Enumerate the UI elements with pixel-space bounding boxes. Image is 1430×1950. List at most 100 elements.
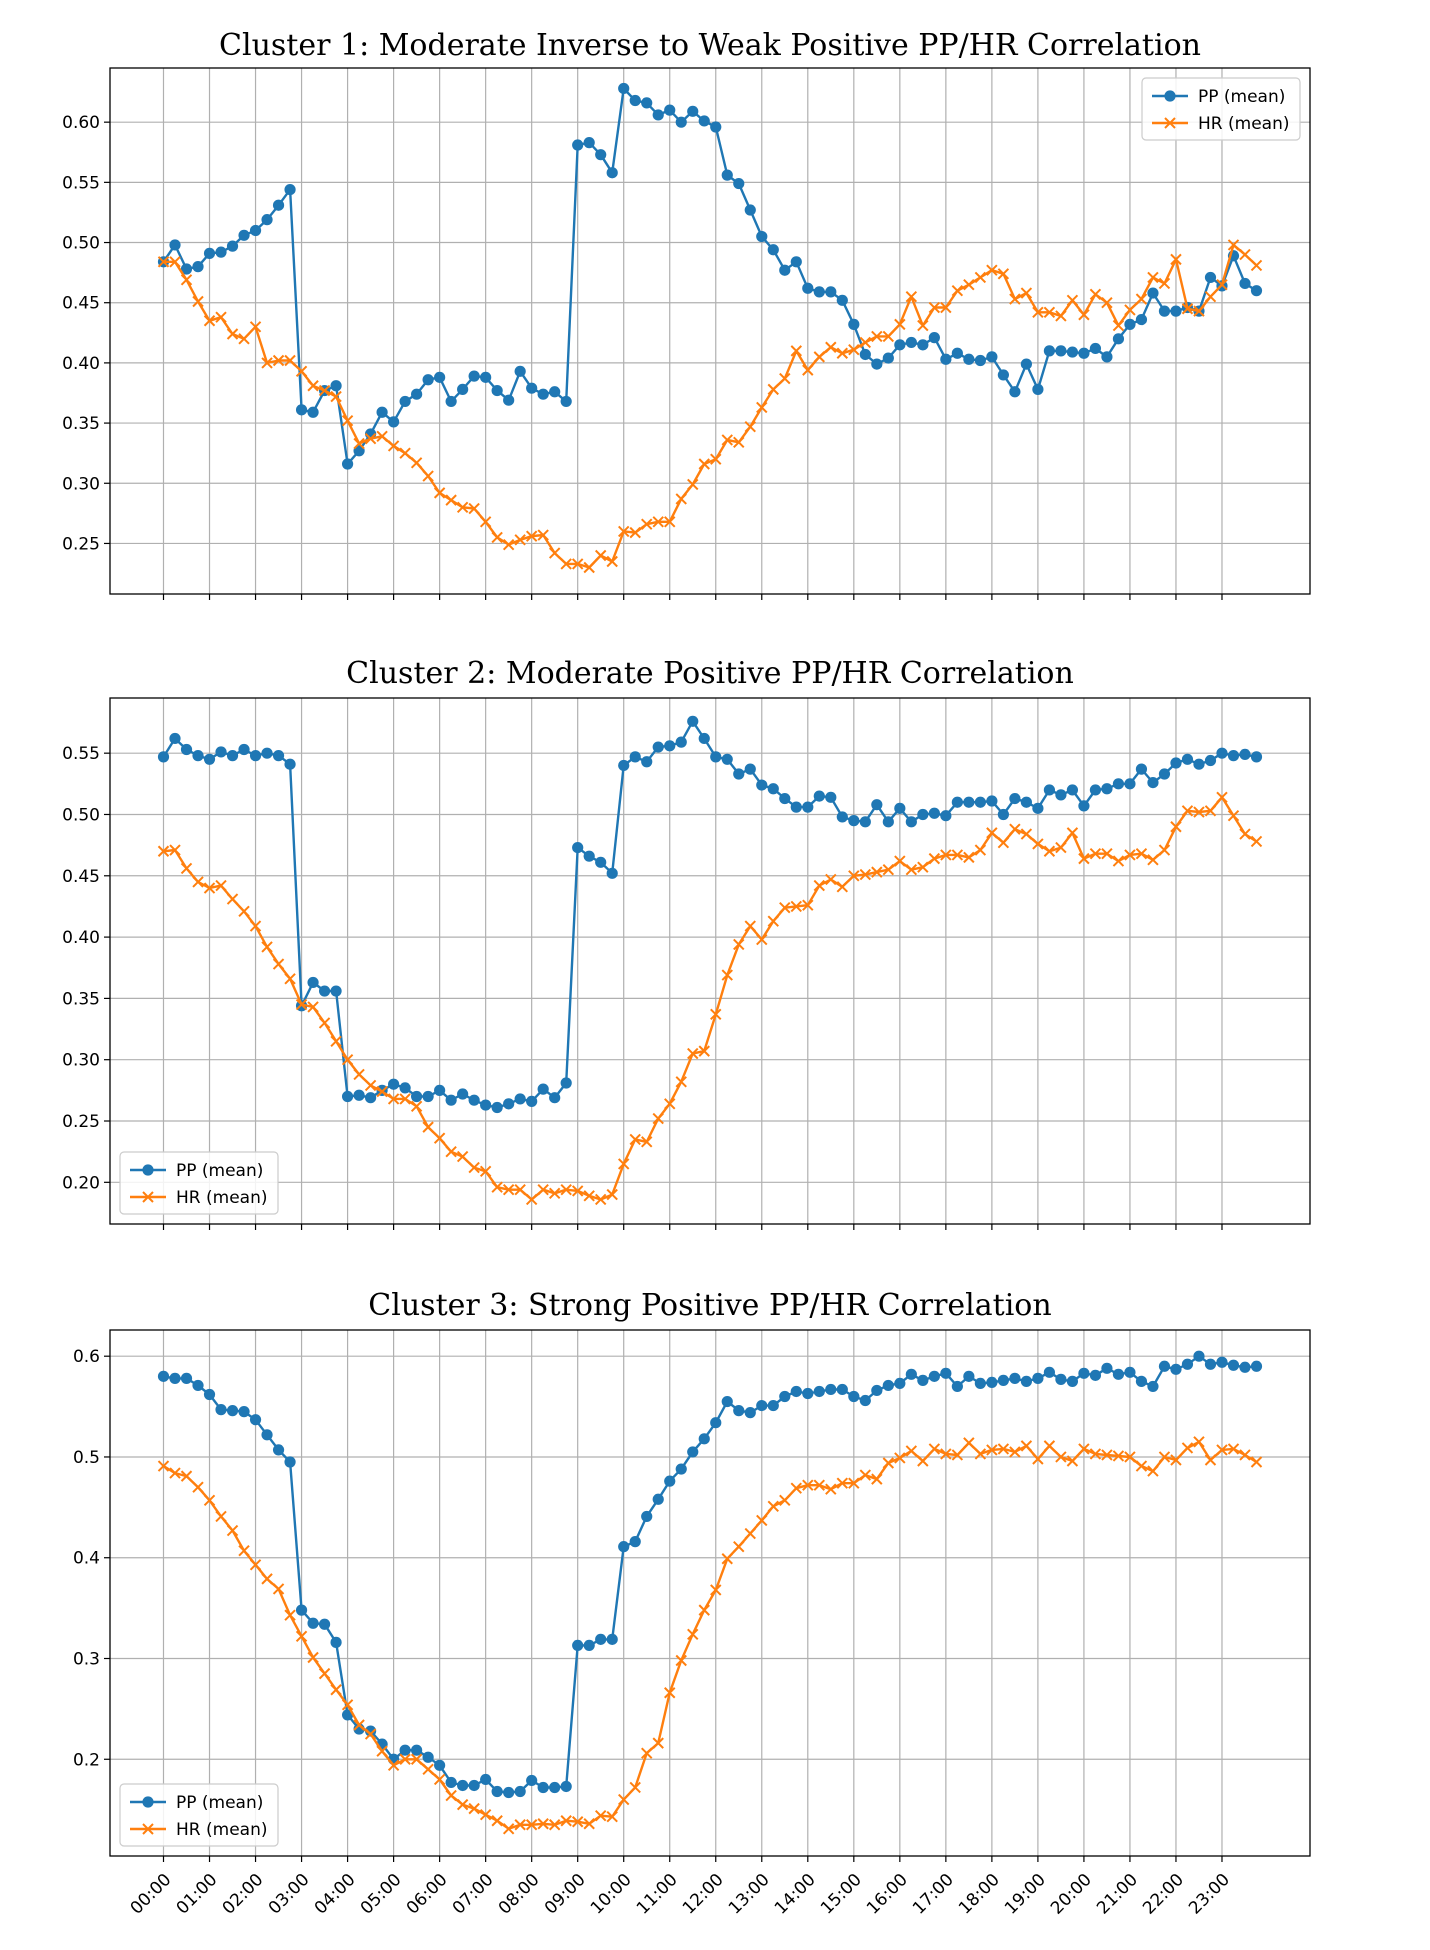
data-point-hr [456,1150,469,1163]
data-point-hr [744,420,756,433]
x-tick-label: 12:00 [679,1870,728,1919]
y-tick-label: 0.5 [73,1448,100,1468]
y-tick-label: 0.55 [62,173,100,193]
data-point-hr [560,1815,572,1827]
data-point-hr [203,1494,216,1507]
data-point-pp [825,791,837,803]
x-tick-label: 19:00 [1001,1870,1050,1919]
data-point-pp [491,1101,503,1114]
data-point-pp [399,1082,411,1094]
data-point-pp [1170,1363,1182,1375]
data-point-hr [641,1747,653,1759]
data-point-hr [238,905,250,918]
data-point-pp [652,741,664,753]
data-point-pp [618,1541,630,1553]
data-point-pp [664,104,676,116]
series-pp-mean [157,1350,1263,1799]
legend-marker-hr [142,1823,154,1835]
data-point-pp [917,808,929,821]
data-point-hr [226,328,239,340]
data-point-pp [664,740,676,752]
data-point-pp [1032,383,1044,395]
data-point-hr [1009,823,1021,835]
data-point-hr [629,526,641,539]
data-point-hr [1193,806,1205,818]
data-point-pp [1020,796,1032,808]
data-point-pp [1124,318,1136,330]
data-point-hr [318,384,331,397]
data-point-hr [721,969,733,981]
data-point-pp [353,445,365,457]
data-point-hr [376,1745,388,1757]
data-point-pp [986,351,998,363]
series-hr-mean [157,239,1263,574]
data-point-hr [295,1630,308,1643]
y-tick-label: 0.30 [62,1051,100,1071]
data-point-hr [1032,306,1044,319]
data-point-pp [963,353,975,365]
data-point-hr [468,1802,480,1815]
data-point-hr [1089,288,1102,300]
chart-title: Cluster 2: Moderate Positive PP/HR Corre… [346,656,1074,691]
data-point-hr [433,1132,446,1144]
data-point-pp [756,779,768,791]
data-point-hr [917,319,929,332]
data-point-hr [157,1460,170,1472]
data-point-pp [1066,346,1079,358]
data-point-hr [1227,239,1240,251]
data-point-hr [491,531,503,544]
series-line-pp-mean [162,720,1257,1109]
data-point-hr [318,1017,331,1029]
data-point-pp [802,1387,814,1400]
data-point-hr [514,1183,526,1196]
data-point-hr [813,879,826,892]
data-point-pp [583,1639,595,1651]
y-tick-label: 0.50 [62,234,100,254]
data-point-pp [928,1370,940,1382]
data-point-pp [641,97,653,109]
data-point-pp [790,256,802,268]
data-point-pp [940,810,952,822]
data-point-pp [641,1510,653,1523]
data-point-hr [180,862,193,875]
data-point-pp [1101,1362,1113,1374]
data-point-pp [675,116,687,128]
data-point-pp [226,1405,239,1417]
data-point-hr [1158,277,1171,290]
data-point-hr [687,478,699,491]
data-point-hr [364,1728,377,1740]
data-point-hr [594,1809,607,1822]
data-point-hr [261,357,273,369]
data-point-hr [652,516,664,528]
data-point-pp [457,383,469,395]
data-point-pp [514,365,526,377]
data-point-hr [710,1584,722,1596]
data-point-pp [549,1781,561,1794]
data-point-pp [1239,277,1251,290]
data-point-pp [721,753,733,765]
data-point-hr [1009,1446,1021,1458]
data-point-hr [1089,1448,1102,1460]
data-point-pp [1124,1366,1136,1378]
data-point-hr [571,1816,584,1828]
data-point-pp [848,815,860,827]
data-point-hr [618,1158,630,1170]
data-point-pp [238,1406,250,1418]
data-point-pp [1147,287,1159,299]
data-point-pp [1158,305,1171,317]
data-point-pp [468,370,480,382]
data-point-hr [169,256,181,268]
legend-marker-hr [1164,117,1176,129]
data-point-hr [376,430,388,443]
data-point-hr [848,1477,860,1489]
legend: PP (mean) HR (mean) [119,1151,279,1215]
data-point-hr [1032,1453,1044,1465]
data-point-pp [1078,1367,1090,1379]
data-point-hr [203,882,216,894]
data-point-pp [974,354,986,367]
data-point-pp [951,347,963,359]
data-point-hr [318,1667,331,1680]
data-point-hr [997,268,1010,280]
data-point-hr [618,1793,630,1806]
